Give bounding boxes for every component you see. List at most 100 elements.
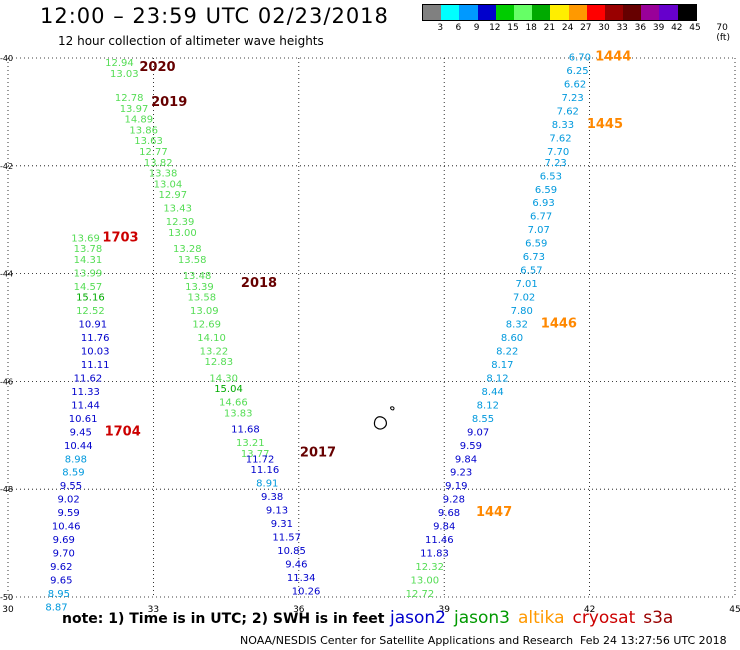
swh-label: 6.57 <box>520 266 542 277</box>
legend-swatch <box>677 5 696 20</box>
swh-label: 14.66 <box>219 398 248 409</box>
swh-label: 6.70 <box>569 53 591 64</box>
axis-ticks: 30 33 36 39 42 45 -40 -42 -44 -46 -48 -50 <box>0 54 740 615</box>
legend-label: 70 (ft) <box>716 23 730 43</box>
swh-label: 9.69 <box>53 535 75 546</box>
mission-s3a: s3a <box>643 608 674 628</box>
swh-label: 10.03 <box>81 346 110 357</box>
swh-label: 9.59 <box>57 508 79 519</box>
swh-label: 9.23 <box>450 468 472 479</box>
swh-label: 13.39 <box>185 282 214 293</box>
pass-label: 1704 <box>105 424 141 439</box>
swh-label: 9.45 <box>70 427 92 438</box>
swh-label: 12.72 <box>406 589 435 600</box>
swh-label: 8.12 <box>486 373 508 384</box>
x-tick-label: 42 <box>584 605 595 615</box>
swh-label: 8.17 <box>491 360 513 371</box>
swh-label: 8.98 <box>65 454 87 465</box>
track-1444: 6.70 1444 <box>569 50 632 65</box>
swh-label: 6.62 <box>564 80 586 91</box>
map-grid <box>7 57 736 598</box>
swh-label: 12.94 <box>105 58 134 69</box>
swh-label: 13.00 <box>168 228 197 239</box>
swh-label: 13.48 <box>183 271 212 282</box>
swh-label: 9.65 <box>50 576 72 587</box>
legend-label: 15 <box>507 23 519 33</box>
legend-label: 45 <box>689 23 701 33</box>
mission-jason3: jason3 <box>454 608 510 628</box>
swh-label: 7.23 <box>545 158 567 169</box>
x-tick-label: 36 <box>293 605 305 615</box>
swh-label: 11.46 <box>425 535 454 546</box>
swh-label: 7.02 <box>513 293 535 304</box>
legend-swatch <box>659 5 678 20</box>
legend-label: 3 <box>437 23 444 33</box>
swh-label: 10.61 <box>69 414 98 425</box>
swh-label: 11.11 <box>81 360 110 371</box>
swh-label: 8.95 <box>48 589 70 600</box>
swh-label: 9.38 <box>261 492 283 503</box>
track-2019: 12.7813.9714.8913.8613.6312.7713.8213.38… <box>115 93 207 266</box>
track-1447: 9.59 9.84 9.23 9.19 9.28 9.68 9.84 11.46 11.83 12… <box>406 441 512 600</box>
swh-label: 10.46 <box>52 522 81 533</box>
y-tick-label: -50 <box>0 593 13 602</box>
legend-label: 18 <box>525 23 537 33</box>
pass-label: 2020 <box>139 60 175 75</box>
swh-label: 12.78 <box>115 93 144 104</box>
swh-label: 8.91 <box>256 479 278 490</box>
track-1446: 7.01 7.02 7.80 8.32 8.60 8.22 8.17 8.12 8.44 8.12… <box>467 279 577 438</box>
x-tick-label: 45 <box>729 605 740 615</box>
legend-label: 36 <box>634 23 647 33</box>
swh-label: 13.83 <box>224 408 253 419</box>
legend-label: 33 <box>616 23 628 33</box>
swh-label: 9.19 <box>445 481 467 492</box>
pass-label: 1703 <box>102 230 138 245</box>
pass-label: 1447 <box>476 505 512 520</box>
swh-label: 13.22 <box>200 346 229 357</box>
legend-swatch <box>532 5 551 20</box>
swh-label: 6.59 <box>525 239 547 250</box>
y-tick-label: -40 <box>0 54 13 63</box>
swh-label: 9.13 <box>266 505 288 516</box>
swh-label: 9.02 <box>57 495 79 506</box>
swh-label: 7.01 <box>515 279 537 290</box>
legend-label: 24 <box>561 23 574 33</box>
swh-label: 15.16 <box>76 293 105 304</box>
legend-swatch <box>477 5 496 20</box>
x-tick-label: 30 <box>2 605 14 615</box>
swh-label: 15.04 <box>214 384 243 395</box>
swh-label: 9.46 <box>285 559 307 570</box>
swh-label: 11.44 <box>71 400 100 411</box>
swh-label: 8.32 <box>506 320 528 331</box>
pass-label: 1444 <box>595 50 631 65</box>
swh-label: 13.99 <box>74 268 103 279</box>
swh-label: 12.52 <box>76 306 105 317</box>
legend-swatch <box>641 5 660 20</box>
swh-label: 7.70 <box>547 147 569 158</box>
swh-label: 8.44 <box>482 387 504 398</box>
swh-label: 9.62 <box>50 562 72 573</box>
swh-label: 10.85 <box>277 546 306 557</box>
swh-label: 13.82 <box>144 158 173 169</box>
swh-label: 7.62 <box>557 107 579 118</box>
legend-swatch <box>568 5 587 20</box>
swh-label: 6.73 <box>523 252 545 263</box>
swh-label: 8.33 <box>552 120 574 131</box>
mission-jason2: jason2 <box>390 608 446 628</box>
swh-label: 11.57 <box>272 532 301 543</box>
swh-label: 12.69 <box>192 320 221 331</box>
pass-label: 2019 <box>151 95 187 110</box>
swh-label: 8.12 <box>477 400 499 411</box>
swh-label: 9.70 <box>53 549 75 560</box>
swh-label: 13.09 <box>190 306 219 317</box>
legend-swatch <box>604 5 624 20</box>
track-1704: 11.62 11.33 11.44 10.61 9.45 10.44 8.98 8.59 9.5… <box>45 373 140 613</box>
swh-label: 11.62 <box>74 373 103 384</box>
swh-label: 14.10 <box>197 333 226 344</box>
island-outline <box>373 406 395 430</box>
swh-label: 13.86 <box>129 125 158 136</box>
legend-label: 42 <box>671 23 683 33</box>
